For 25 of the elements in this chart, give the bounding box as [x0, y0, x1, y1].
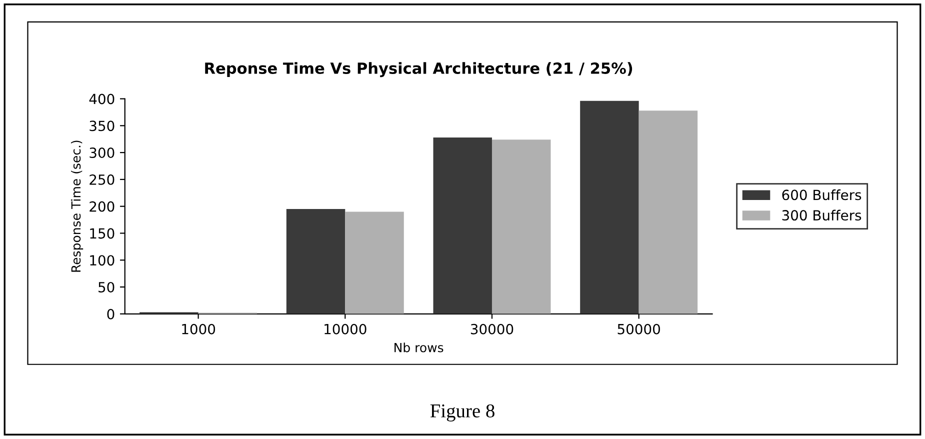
- y-tick-label: 150: [90, 228, 114, 239]
- bar: [580, 100, 639, 314]
- x-axis-title: Nb rows: [394, 342, 444, 352]
- caption: Figure 8: [430, 404, 494, 422]
- legend-label: 600 Buffers: [782, 189, 862, 200]
- x-tick-label: 10000: [324, 324, 366, 334]
- bar: [286, 209, 346, 314]
- bar: [433, 137, 492, 314]
- y-axis-title: Response Time (sec.): [70, 140, 84, 272]
- y-tick-label: 350: [90, 120, 114, 132]
- y-tick-label: 100: [90, 255, 114, 266]
- y-tick-label: 250: [90, 174, 114, 185]
- y-tick-label: 0: [107, 308, 114, 320]
- x-tick-label: 1000: [182, 324, 216, 334]
- x-tick-label: 30000: [470, 324, 514, 334]
- bar: [638, 110, 698, 314]
- x-tick-label: 50000: [618, 324, 660, 334]
- bar: [492, 140, 551, 314]
- legend-label: 300 Buffers: [782, 210, 862, 221]
- y-tick-label: 200: [90, 201, 114, 212]
- bar: [345, 212, 404, 314]
- y-tick-label: 400: [89, 94, 114, 104]
- y-tick-label: 50: [98, 282, 114, 292]
- chart-title: Reponse Time Vs Physical Architecture (21 / 25%): [205, 62, 632, 78]
- y-tick-label: 300: [90, 148, 114, 158]
